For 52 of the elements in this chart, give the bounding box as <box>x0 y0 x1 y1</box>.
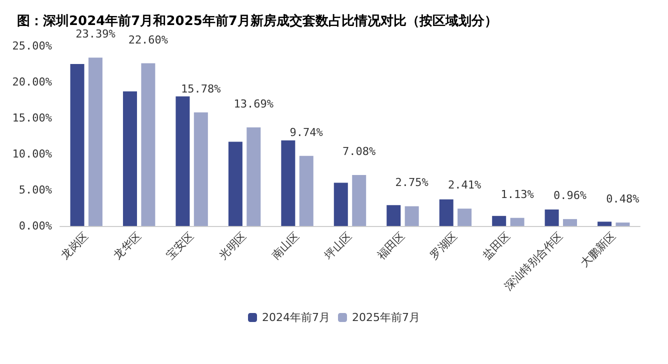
x-tick-label: 盐田区 <box>480 229 513 262</box>
y-tick-label: 10.00% <box>12 148 52 160</box>
bar <box>616 222 630 226</box>
bar <box>510 218 524 226</box>
x-tick-label: 福田区 <box>374 229 408 262</box>
bar <box>194 112 208 226</box>
x-tick-label: 龙华区 <box>111 229 144 262</box>
data-label: 15.78% <box>181 82 222 96</box>
data-label: 1.13% <box>500 188 534 201</box>
bar <box>299 156 314 226</box>
bar <box>88 58 102 226</box>
bar <box>598 222 612 226</box>
data-label: 7.08% <box>342 145 376 158</box>
data-label: 9.74% <box>290 126 324 139</box>
bar <box>386 205 401 226</box>
bar <box>228 142 242 226</box>
bar <box>141 63 156 226</box>
data-label: 0.48% <box>606 192 640 206</box>
data-label: 23.39% <box>76 28 116 41</box>
x-tick-label: 光明区 <box>216 229 250 262</box>
chart-title: 图：深圳2024年前7月和2025年前7月新房成交套数占比情况对比（按区域划分） <box>17 13 498 29</box>
bar <box>281 140 296 226</box>
x-tick-label: 宝安区 <box>164 229 196 262</box>
bar <box>439 199 454 226</box>
x-tick-label: 罗湖区 <box>428 229 460 262</box>
y-tick-label: 20.00% <box>12 76 52 88</box>
data-label: 0.96% <box>553 189 587 202</box>
bar <box>563 219 578 226</box>
bar <box>176 96 190 226</box>
x-tick-label: 大鹏新区 <box>578 229 618 270</box>
bar <box>334 182 348 226</box>
y-tick-label: 5.00% <box>18 184 52 196</box>
bar <box>122 91 137 226</box>
bar <box>246 127 261 226</box>
y-tick-label: 15.00% <box>12 112 52 124</box>
x-tick-label: 龙岗区 <box>58 229 91 262</box>
legend-label: 2024年前7月 <box>262 311 330 324</box>
data-label: 22.60% <box>128 33 168 46</box>
y-tick-label: 25.00% <box>12 40 52 52</box>
bar <box>458 208 472 226</box>
data-label: 2.41% <box>448 178 482 192</box>
bar <box>70 64 84 226</box>
legend-label: 2025年前7月 <box>352 311 420 324</box>
bar <box>352 175 366 226</box>
bar <box>544 209 559 226</box>
y-tick-label: 0.00% <box>18 220 52 232</box>
x-tick-label: 南山区 <box>269 229 302 262</box>
data-label: 2.75% <box>395 176 429 190</box>
bar <box>492 216 506 226</box>
data-label: 13.69% <box>234 97 274 110</box>
bar <box>404 206 419 226</box>
x-tick-label: 坪山区 <box>321 229 355 263</box>
